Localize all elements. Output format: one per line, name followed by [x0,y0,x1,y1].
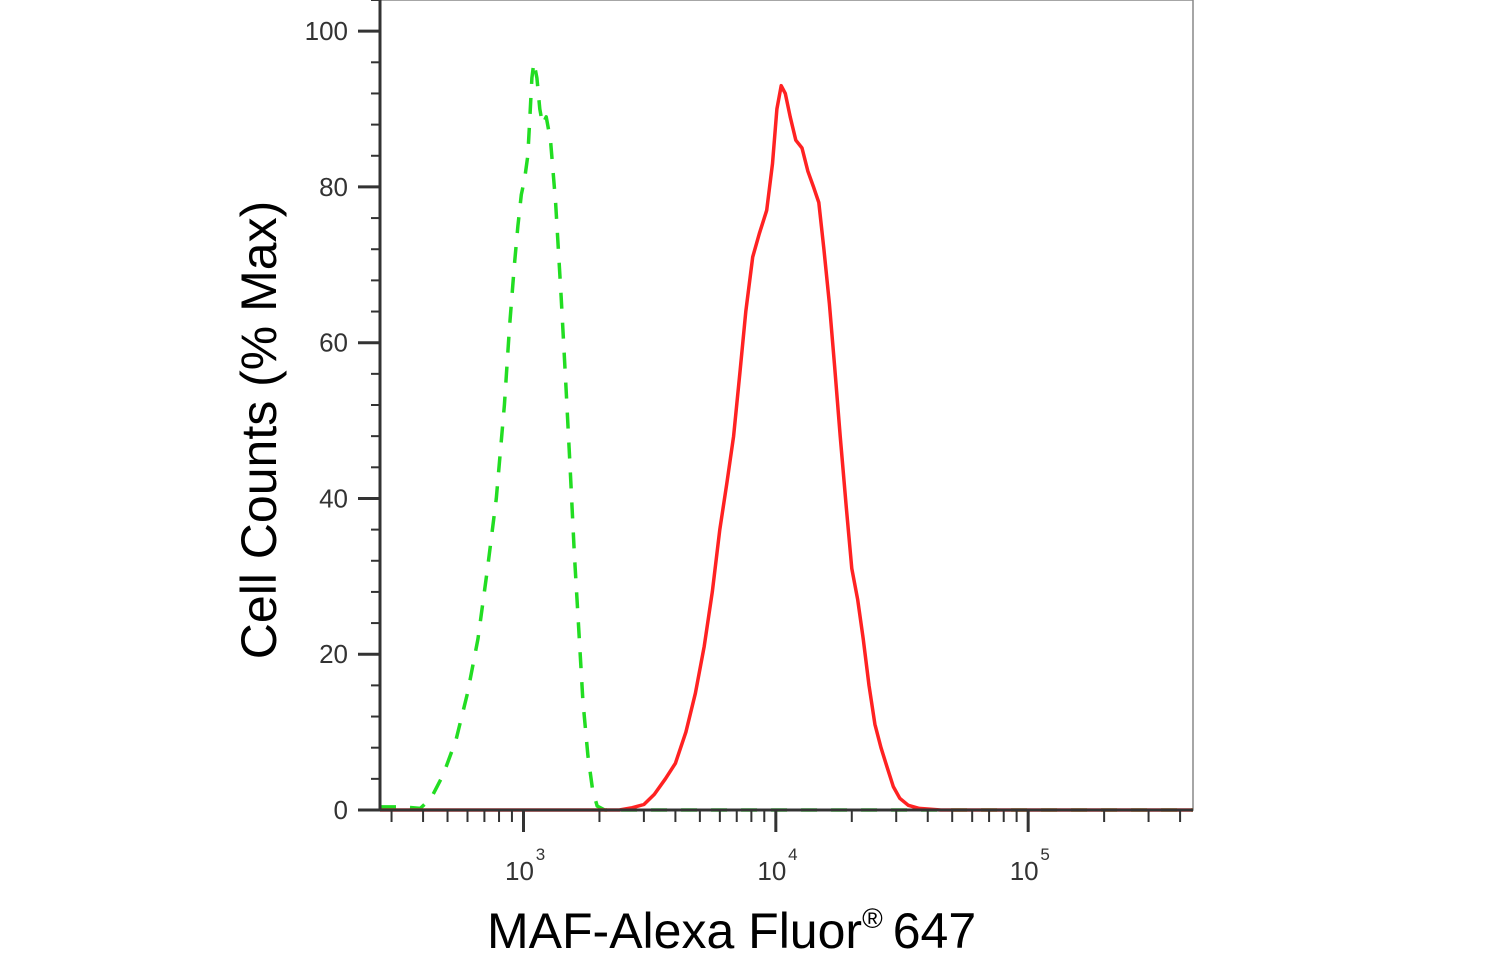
y-tick-label: 0 [334,795,348,825]
series-layer [380,60,1193,812]
x-tick-base: 10 [1010,856,1039,886]
y-axis-title: Cell Counts (% Max) [231,201,287,659]
x-axis-title-suffix: 647 [893,903,976,954]
plot-area [379,0,1194,811]
x-tick-base: 10 [505,856,534,886]
x-tick-exponent: 4 [788,845,797,864]
y-tick-label: 20 [319,639,348,669]
x-tick-label: 105 [1010,845,1050,886]
y-tick-label: 80 [319,172,348,202]
x-tick-exponent: 5 [1040,845,1049,864]
y-tick-label: 60 [319,328,348,358]
y-tick-label: 40 [319,483,348,513]
x-axis-title: MAF-Alexa Fluor® 647 [487,903,976,954]
x-tick-label: 104 [757,845,797,886]
plot-frame [379,0,1194,811]
x-axis-title-main: MAF-Alexa Fluor [487,903,862,954]
y-axis: 0 20 40 60 80 100 [305,0,382,825]
series-line-1 [380,60,1193,812]
y-tick-label: 100 [305,16,348,46]
x-tick-label: 103 [505,845,545,886]
x-tick-base: 10 [757,856,786,886]
series-line-2 [380,83,1193,812]
x-tick-exponent: 3 [536,845,545,864]
x-axis-title-registered-mark: ® [862,903,883,934]
